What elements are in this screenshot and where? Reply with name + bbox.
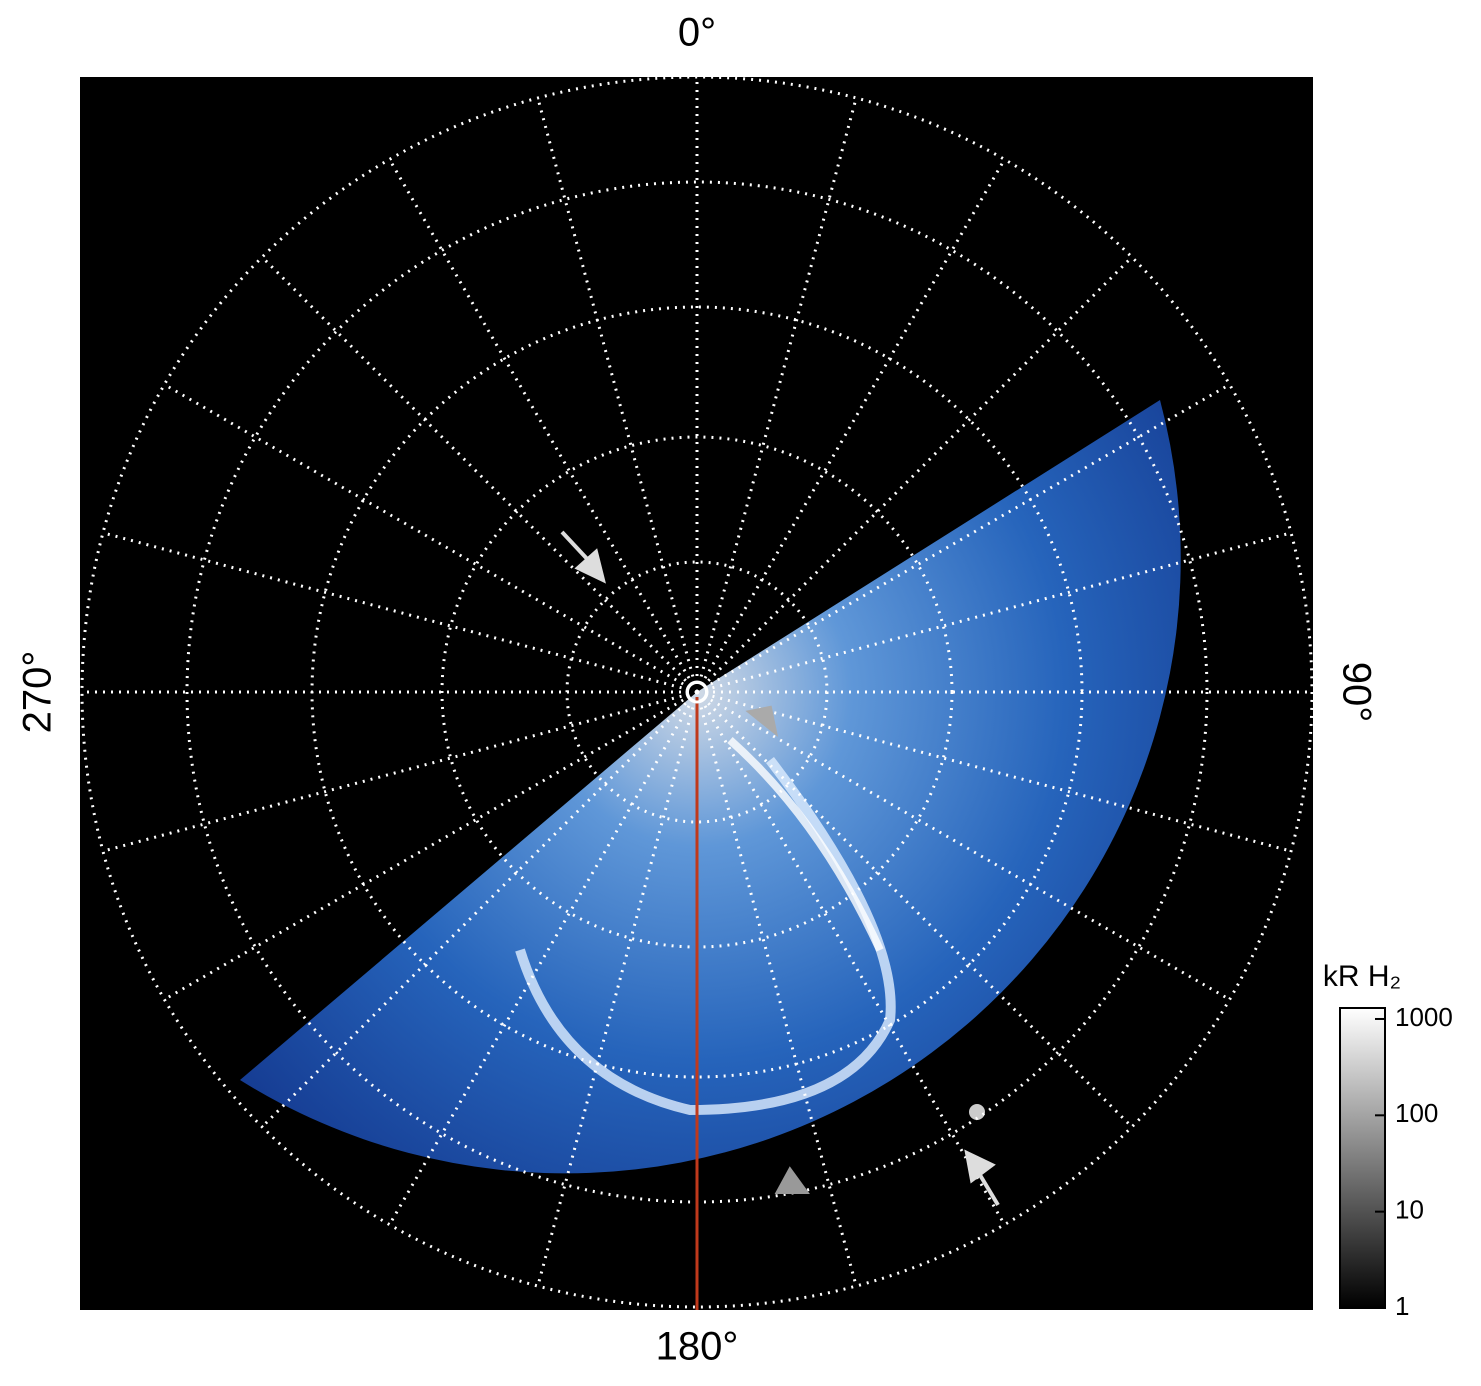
theta-tick-label: 270° — [16, 651, 60, 734]
colorbar — [1339, 1007, 1386, 1309]
theta-tick-label: 0° — [678, 11, 716, 55]
meridian — [696, 383, 1231, 694]
colorbar-tick-label: 1000 — [1395, 1002, 1453, 1032]
meridian — [388, 158, 699, 693]
meridian — [261, 256, 699, 694]
meridian — [695, 256, 1133, 694]
colorbar-tick-label: 1 — [1395, 1291, 1409, 1321]
meridian — [261, 690, 699, 1128]
meridian — [536, 97, 699, 693]
aurora-image — [240, 400, 1181, 1174]
meridian — [536, 691, 699, 1287]
meridian — [102, 690, 698, 853]
latitude-circle — [80, 75, 1314, 1309]
meridian — [695, 691, 858, 1287]
pole-marker — [685, 680, 709, 704]
meridian — [695, 691, 1006, 1226]
meridian — [695, 158, 1006, 693]
meridian — [163, 383, 698, 694]
meridian — [695, 97, 858, 693]
theta-tick-label: 180° — [656, 1325, 739, 1369]
meridian — [163, 690, 698, 1001]
meridian — [102, 531, 698, 694]
meridian — [695, 690, 1133, 1128]
colorbar-title: kR H₂ — [1323, 960, 1401, 993]
arrows — [560, 530, 1000, 1207]
theta-tick-label: 90° — [1334, 662, 1378, 723]
meridian — [388, 691, 699, 1226]
meridian — [696, 690, 1231, 1001]
colorbar-tick-label: 100 — [1395, 1098, 1438, 1128]
colorbar-tick-label: 10 — [1395, 1195, 1424, 1225]
meridian — [696, 531, 1292, 694]
meridian — [696, 690, 1292, 853]
